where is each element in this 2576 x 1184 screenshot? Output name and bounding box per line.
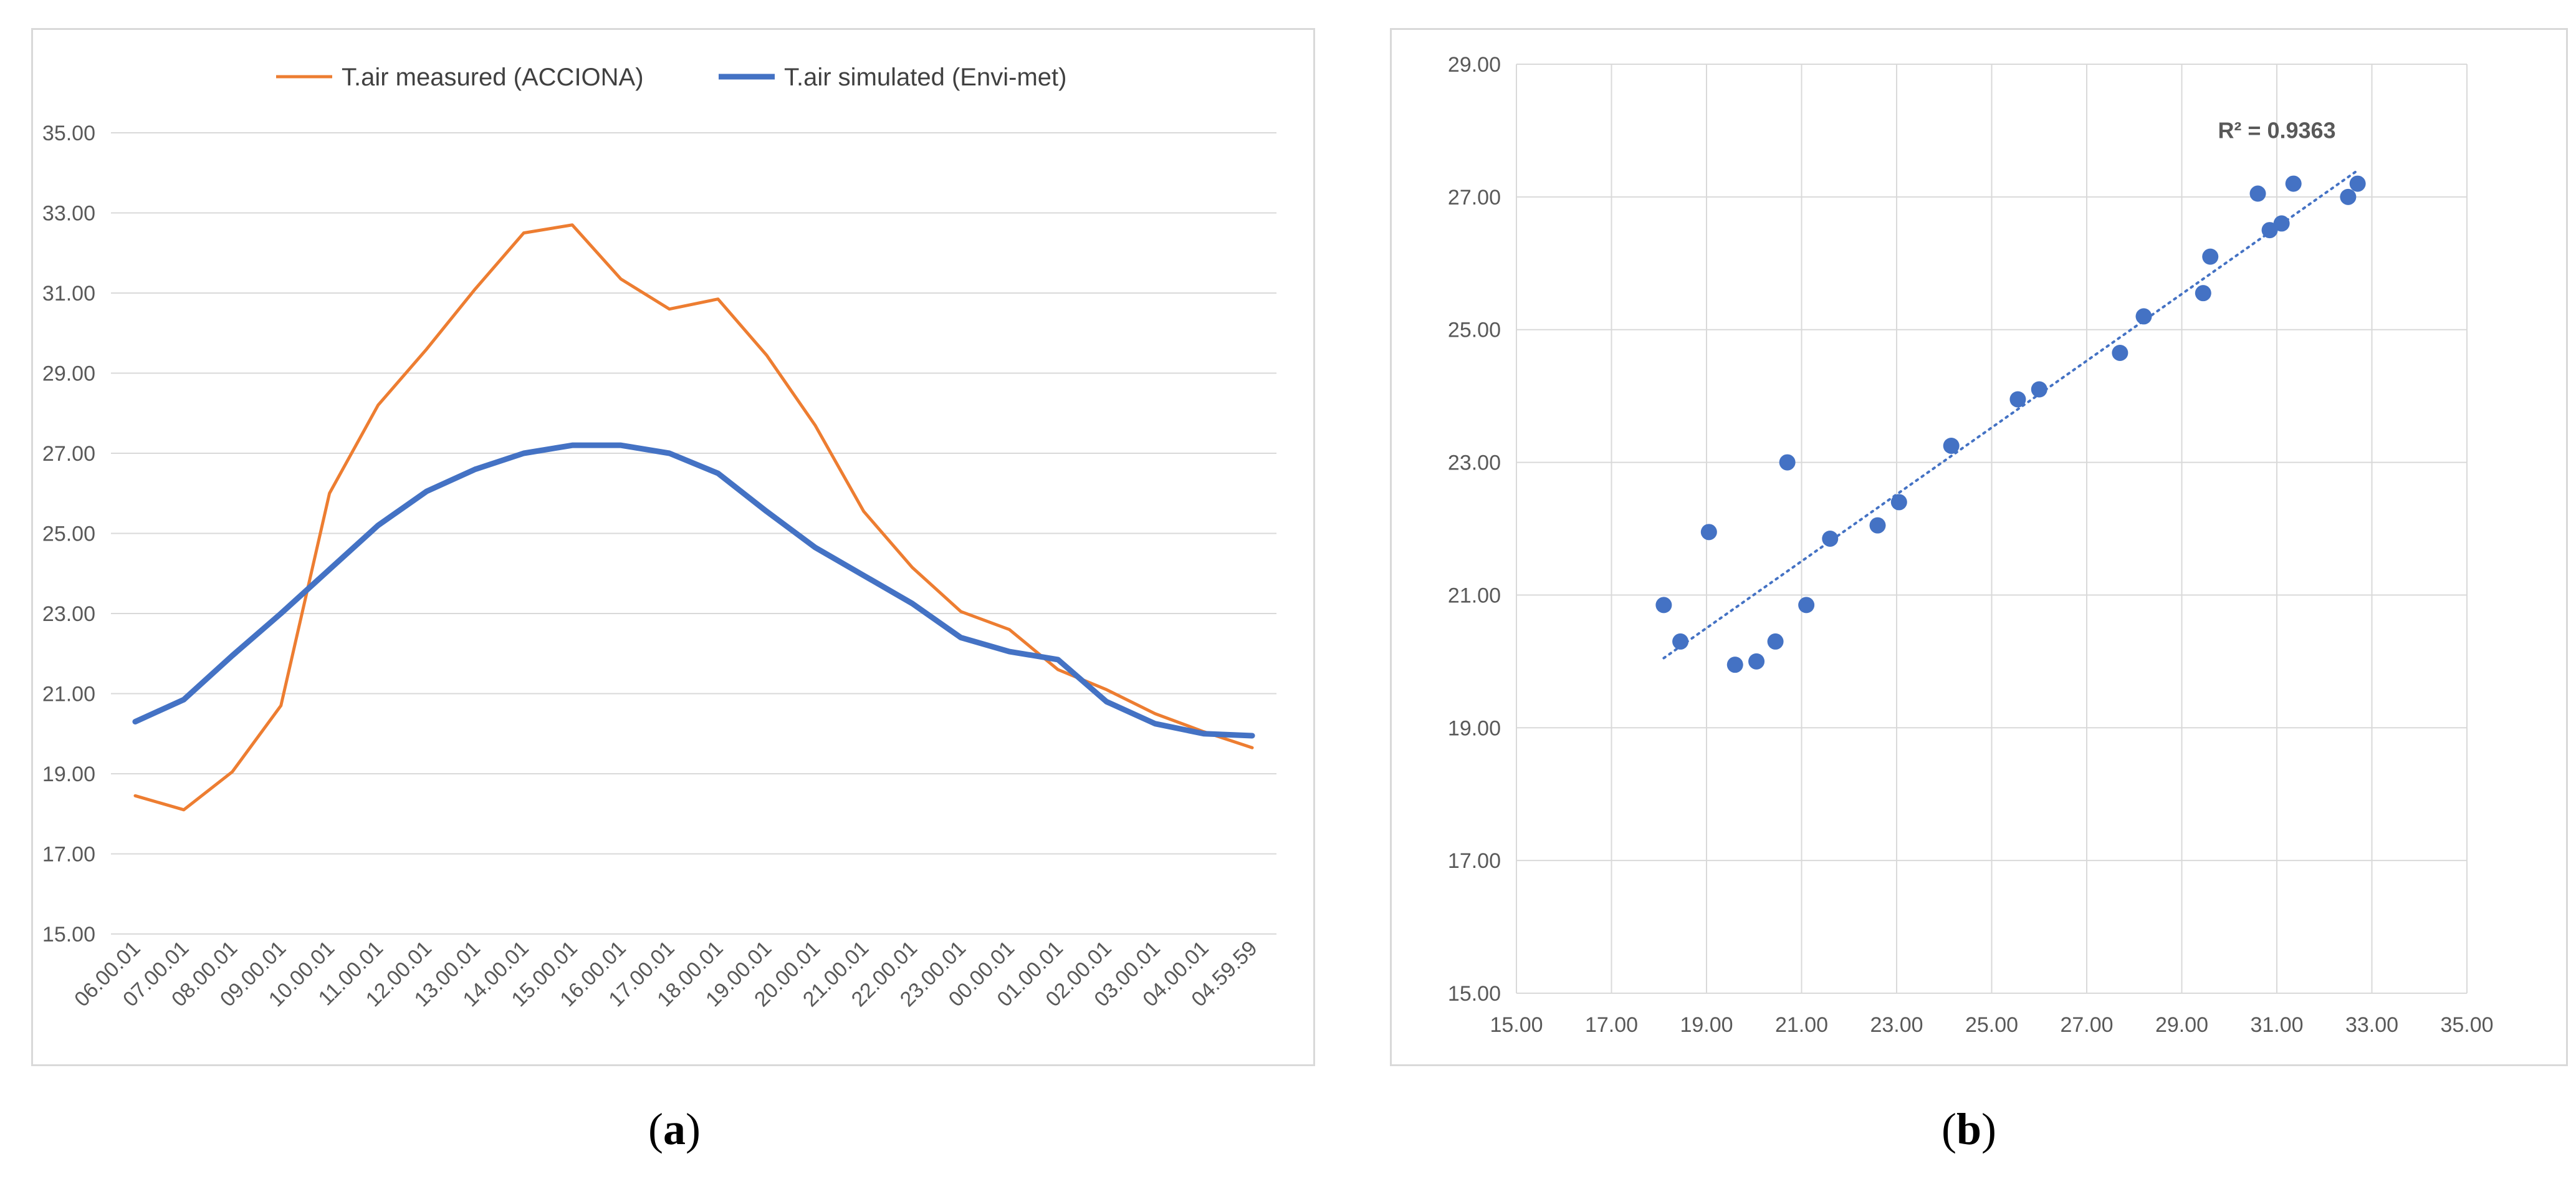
line-chart: 15.00 17.00 19.00 21.00 23.00 25.00 27.00 29.00…: [42, 64, 1276, 1011]
x-tick-label: 23.00: [1870, 1013, 1923, 1037]
x-tick-label: 33.00: [2345, 1013, 2398, 1037]
x-tick-label: 21.00: [1775, 1013, 1828, 1037]
scatter-point: [2031, 381, 2047, 398]
y-tick-label: 27.00: [1448, 186, 1501, 209]
y-tick-label: 17.00: [1448, 849, 1501, 873]
x-tick-label: 27.00: [2060, 1013, 2113, 1037]
y-tick-label: 21.00: [42, 683, 95, 706]
y-tick-label: 35.00: [42, 122, 95, 145]
y-tick-label: 17.00: [42, 843, 95, 867]
x-tick-label: 29.00: [2155, 1013, 2208, 1037]
y-tick-label: 29.00: [1448, 53, 1501, 77]
scatter-point: [2195, 285, 2211, 302]
scatter-point: [2340, 188, 2357, 205]
y-tick-label: 23.00: [1448, 451, 1501, 475]
scatter-point: [1779, 454, 1796, 471]
scatter-point: [2135, 308, 2152, 325]
y-tick-label: 25.00: [1448, 319, 1501, 342]
x-tick-label: 25.00: [1965, 1013, 2018, 1037]
y-tick-label: 15.00: [42, 923, 95, 946]
y-tick-label: 25.00: [42, 522, 95, 546]
y-tick-label: 15.00: [1448, 982, 1501, 1006]
y-tick-label: 19.00: [1448, 716, 1501, 740]
scatter-point: [2009, 391, 2026, 408]
y-tick-label: 23.00: [42, 602, 95, 626]
scatter-point: [1700, 524, 1717, 541]
scatter-point: [2202, 248, 2219, 265]
scatter-point: [1869, 517, 1886, 534]
y-tick-label: 29.00: [42, 362, 95, 386]
x-tick-label: 35.00: [2440, 1013, 2493, 1037]
scatter-point: [1748, 653, 1765, 670]
legend-label: T.air simulated (Envi-met): [784, 64, 1066, 91]
scatter-point: [2112, 344, 2128, 361]
scatter-point: [1767, 633, 1784, 650]
y-tick-label: 21.00: [1448, 584, 1501, 607]
scatter-point: [1798, 597, 1815, 614]
y-tick-label: 31.00: [42, 282, 95, 306]
y-tick-label: 19.00: [42, 763, 95, 786]
scatter-point: [1672, 633, 1689, 650]
y-tick-label: 27.00: [42, 442, 95, 466]
r-squared-label: R² = 0.9363: [2218, 117, 2335, 143]
trendline: [1662, 169, 2359, 660]
x-tick-label: 31.00: [2250, 1013, 2303, 1037]
scatter-point: [2349, 175, 2366, 192]
y-tick-label: 33.00: [42, 202, 95, 226]
scatter-point: [2249, 185, 2266, 202]
scatter-point: [2261, 222, 2278, 239]
scatter-point: [1890, 494, 1907, 511]
line-chart-panel: 15.00 17.00 19.00 21.00 23.00 25.00 27.00 29.00…: [31, 28, 1315, 1066]
caption-b: (b): [1942, 1104, 1997, 1154]
scatter-chart: 15.00 17.00 19.00 21.00 23.00 25.00 27.00 29.00…: [1448, 53, 2494, 1037]
scatter-point: [2273, 215, 2290, 232]
scatter-point: [1726, 657, 1743, 673]
scatter-point: [2285, 175, 2302, 192]
series-line-simulated: [132, 442, 1255, 739]
x-tick-label: 15.00: [1490, 1013, 1543, 1037]
x-tick-label: 17.00: [1585, 1013, 1638, 1037]
caption-a: (a): [648, 1104, 701, 1154]
legend-label: T.air measured (ACCIONA): [342, 64, 644, 91]
scatter-point: [1822, 530, 1839, 547]
series-line-measured: [133, 223, 1254, 812]
scatter-chart-panel: 15.00 17.00 19.00 21.00 23.00 25.00 27.00 29.00…: [1390, 28, 2568, 1066]
x-tick-label: 19.00: [1680, 1013, 1733, 1037]
scatter-point: [1943, 437, 1960, 454]
scatter-point: [1655, 597, 1672, 614]
